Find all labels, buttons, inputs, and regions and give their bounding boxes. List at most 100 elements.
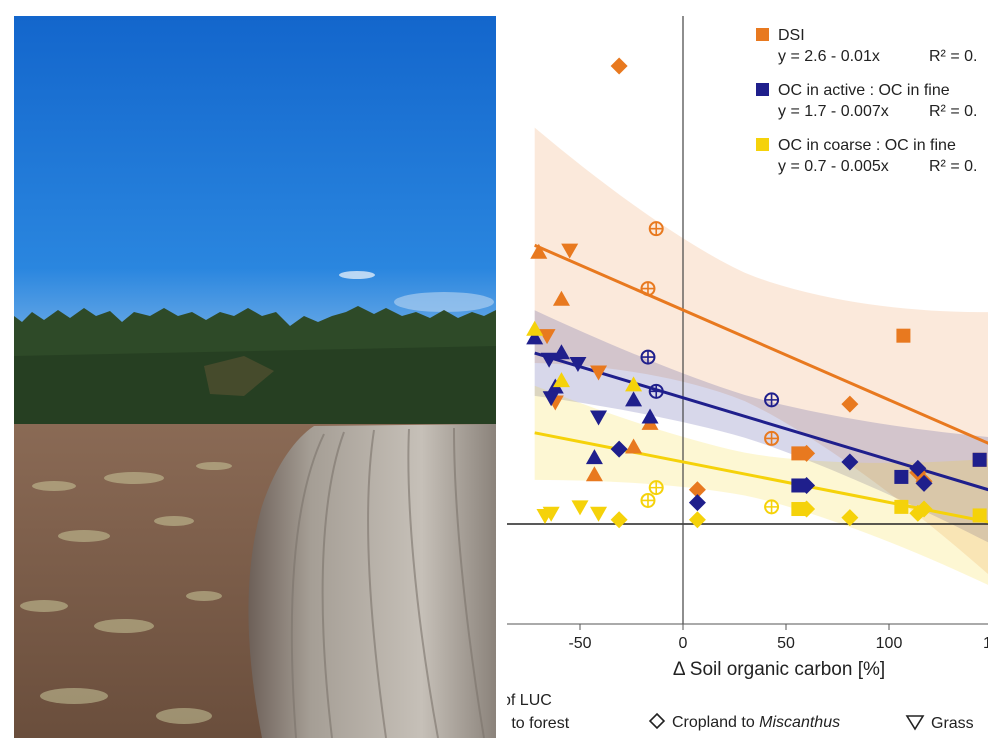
track-ruts [290,427,485,738]
legend-swatch-coarse [756,138,769,151]
data-point [542,506,560,522]
legend-label-coarse: OC in coarse : OC in fine [778,137,956,154]
x-tick-label: 15 [983,635,988,652]
legend-r2-dsi: R² = 0. [929,48,977,65]
legend-equation-dsi: y = 2.6 - 0.01x [778,48,880,65]
data-point [585,466,603,482]
x-tick-label: 0 [679,635,688,652]
data-point [915,500,933,518]
circle-plus-ring [648,383,664,399]
data-point [625,438,643,454]
data-point [972,508,987,523]
data-point [841,395,859,413]
x-tick-label: -50 [568,635,591,652]
data-point [590,506,608,522]
miscanthus-prefix: Cropland to [672,714,759,731]
legend-label-dsi: DSI [778,27,805,44]
sandy-track [248,424,496,738]
circle-plus-cross [641,494,654,507]
data-point [972,452,987,467]
data-point [640,349,656,365]
data-point [540,352,558,368]
circle-plus-ring [640,492,656,508]
lichen-patches [20,462,232,724]
circle-plus-ring [648,480,664,496]
data-point [764,499,780,515]
data-point [764,392,780,408]
data-point [561,243,579,259]
data-point [764,430,780,446]
data-point [530,243,548,259]
confidence-band [534,385,988,585]
data-point [648,480,664,496]
data-point [915,474,933,492]
data-point [585,449,603,465]
data-point [641,408,659,424]
forest-shadow [14,346,496,428]
chart-panel: -50 0 50 100 15 DSI y = 2.6 - 0.01x R² = 0. … [507,16,988,738]
data-point [552,344,570,360]
circle-plus-cross [641,282,654,295]
x-tick-label: 100 [876,635,903,652]
data-point [841,453,859,471]
data-point [571,500,589,516]
miscanthus-italic: Miscanthus [759,714,840,731]
data-point [610,440,628,458]
data-points [526,57,987,529]
data-point [569,357,587,372]
circle-plus-ring [648,221,664,237]
data-point [640,492,656,508]
data-point [688,494,706,512]
circle-plus-cross [650,481,663,494]
x-ticks: -50 0 50 100 15 [568,624,988,652]
data-point [590,365,608,381]
marker-legend-forest: d to forest [507,715,570,732]
legend-r2-active: R² = 0. [929,103,977,120]
data-point [625,391,643,407]
data-point [610,57,628,75]
cloud [394,292,494,312]
confidence-band [534,127,988,575]
marker-legend-title: of LUC [507,692,552,709]
data-point [894,469,909,484]
scatter-chart: -50 0 50 100 15 DSI y = 2.6 - 0.01x R² = 0. … [507,16,988,732]
data-point [640,281,656,297]
circle-plus-ring [764,499,780,515]
data-point [542,391,560,407]
data-point [688,511,706,529]
data-point [894,499,909,514]
marker-legend-grass: Grass [931,715,974,732]
data-point [909,459,927,477]
data-point [526,329,544,345]
data-point [798,500,816,518]
cloud [339,271,375,279]
data-point [896,328,911,343]
circle-plus-cross [650,222,663,235]
circle-plus-cross [765,393,778,406]
circle-plus-ring [640,281,656,297]
data-point [610,511,628,529]
data-point [625,376,643,392]
data-point [798,444,816,462]
data-point [798,476,816,494]
legend-equation-coarse: y = 0.7 - 0.005x [778,158,889,175]
x-axis-label: Δ Soil organic carbon [%] [673,659,885,680]
data-point [552,372,570,388]
legend-label-active: OC in active : OC in fine [778,82,950,99]
triangle-down-marker-icon [905,715,925,731]
x-tick-label: 50 [777,635,795,652]
confidence-bands [534,127,988,585]
dead-trees [204,356,274,396]
data-point [688,481,706,499]
confidence-band [534,310,988,543]
data-point [552,290,570,306]
data-point [648,221,664,237]
circle-plus-cross [650,385,663,398]
circle-plus-ring [640,349,656,365]
legend-equation-active: y = 1.7 - 0.007x [778,103,889,120]
legend-swatch-active [756,83,769,96]
circle-plus-cross [641,351,654,364]
legend-swatch-dsi [756,28,769,41]
landscape-illustration [14,16,496,738]
circle-plus-ring [764,392,780,408]
